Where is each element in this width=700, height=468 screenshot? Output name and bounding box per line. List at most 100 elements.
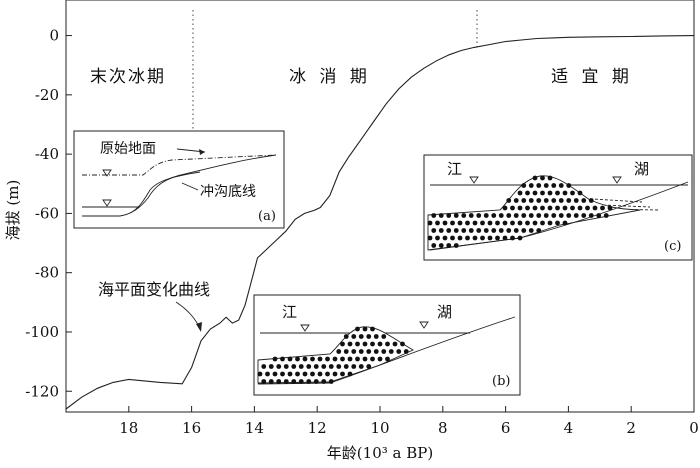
sand-dot: [521, 228, 527, 233]
y-tick-label: -20: [35, 86, 59, 104]
sand-dot: [547, 190, 553, 196]
sand-dot: [340, 356, 345, 362]
sand-dot: [431, 228, 437, 233]
sand-dot: [347, 356, 353, 362]
inset-a-original-ground-line: [82, 154, 277, 176]
sand-dot: [435, 235, 440, 241]
inset-b-basement-line: [257, 316, 516, 385]
sand-dot: [547, 175, 553, 181]
sand-dot: [453, 243, 459, 248]
sand-dot: [362, 356, 368, 362]
y-tick-label: -100: [25, 323, 59, 341]
sand-dot: [336, 349, 342, 354]
sand-dot: [280, 371, 285, 377]
sand-dot: [483, 213, 489, 218]
sand-dot: [532, 175, 538, 181]
sand-dot: [555, 190, 560, 196]
sand-dot: [343, 349, 349, 354]
sand-dot: [517, 220, 523, 226]
sand-dot: [517, 190, 523, 196]
sand-dot: [502, 220, 508, 226]
sand-dot: [525, 205, 530, 211]
sand-dot: [525, 220, 530, 226]
y-tick-label: 0: [49, 27, 59, 45]
sand-dot: [495, 220, 500, 226]
sand-dot: [573, 198, 579, 203]
sand-dot: [543, 198, 549, 203]
inset-a-gully-bottom-label: 冲沟底线: [200, 184, 256, 200]
sand-dot: [261, 364, 267, 369]
sand-dot: [491, 213, 497, 218]
inset-b-tag: (b): [492, 374, 510, 389]
sand-dot: [313, 379, 319, 384]
inset-b-lake-label: 湖: [437, 303, 452, 321]
sand-dot: [403, 349, 409, 354]
axis-ticks: [66, 35, 695, 412]
sand-dot: [498, 213, 504, 218]
period-label-last-glacial: 末次冰期: [90, 67, 166, 87]
sand-dot: [388, 349, 394, 354]
sand-dot: [381, 349, 387, 354]
sand-dot: [585, 205, 590, 211]
x-tick-label: 8: [438, 419, 448, 437]
sand-dot: [366, 334, 372, 339]
inset-a-gully-wall-line: [129, 171, 201, 214]
sand-dot: [366, 349, 372, 354]
sand-dot: [457, 235, 463, 241]
x-tick-label: 12: [308, 419, 327, 437]
sand-dot: [607, 205, 613, 211]
sand-dot: [355, 326, 360, 332]
x-tick-label: 16: [182, 419, 201, 437]
sand-dot: [438, 243, 444, 248]
sand-dot: [280, 356, 285, 362]
sand-dot: [551, 183, 557, 188]
sand-dot: [287, 356, 293, 362]
sand-dot: [536, 198, 542, 203]
y-tick-label: -80: [35, 264, 59, 282]
sand-dot: [302, 371, 308, 377]
sand-dot: [431, 243, 437, 248]
sand-dot: [517, 205, 523, 211]
inset-c-river-label: 江: [447, 160, 462, 178]
sand-dot: [298, 379, 304, 384]
curve-annotation-label: 海平面变化曲线: [98, 280, 210, 299]
sand-dot: [502, 235, 508, 241]
sand-dot: [532, 205, 538, 211]
axis-tick-labels: 18 16 14 12 10 8 6 4 2 0 0 -20 -40 -60 -80 -100 -120: [25, 27, 698, 437]
sand-dot: [453, 213, 459, 218]
sand-dot: [465, 235, 470, 241]
sand-dot: [555, 205, 560, 211]
sand-dot: [536, 183, 542, 188]
sand-dot: [358, 364, 364, 369]
sand-dot: [540, 220, 545, 226]
sand-dot: [347, 371, 353, 377]
sand-dot: [450, 235, 455, 241]
sand-dot: [295, 371, 300, 377]
x-axis-label: 年龄(10³ a BP): [327, 444, 433, 462]
sand-dot: [570, 205, 575, 211]
sand-dot: [562, 190, 568, 196]
inset-c-basement-line: [429, 181, 689, 251]
sand-dot: [558, 198, 564, 203]
sand-dot: [321, 379, 327, 384]
sand-dot: [272, 356, 278, 362]
sand-dot: [336, 364, 342, 369]
sand-dot: [268, 379, 274, 384]
sand-dot: [392, 341, 398, 347]
sand-dot: [551, 198, 557, 203]
sand-dot: [457, 220, 463, 226]
sand-dot: [438, 213, 444, 218]
sand-dot: [562, 205, 568, 211]
sand-dot: [283, 379, 289, 384]
period-label-optimum: 适 宜 期: [551, 67, 633, 87]
sand-dot: [502, 205, 508, 211]
sand-dot: [521, 183, 527, 188]
sand-dot: [487, 220, 493, 226]
sand-dot: [540, 175, 545, 181]
sand-dot: [427, 220, 433, 226]
sand-dot: [558, 183, 564, 188]
sand-dot: [562, 220, 568, 226]
sand-dot: [347, 341, 353, 347]
sand-dot: [442, 220, 448, 226]
sand-dot: [453, 228, 459, 233]
